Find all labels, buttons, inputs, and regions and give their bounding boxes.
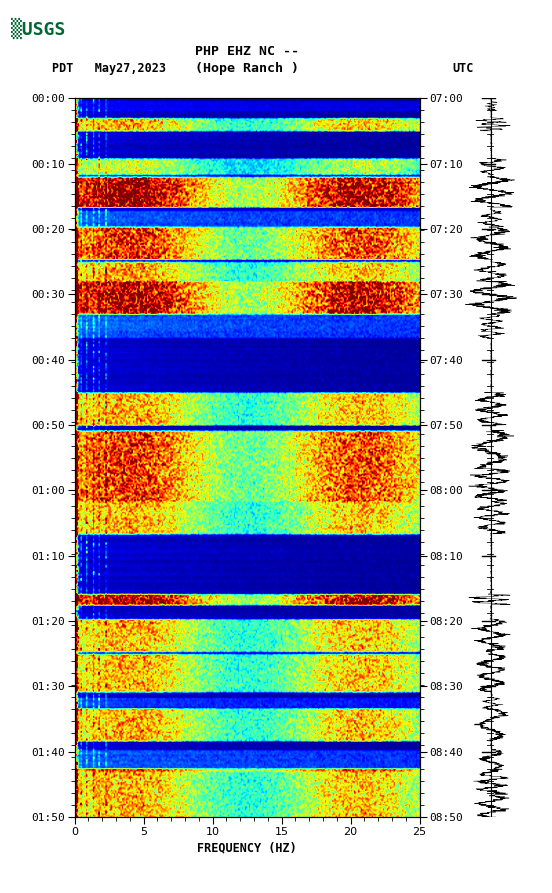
Text: PDT   May27,2023: PDT May27,2023 bbox=[52, 63, 167, 75]
Text: (Hope Ranch ): (Hope Ranch ) bbox=[195, 63, 299, 75]
Text: PHP EHZ NC --: PHP EHZ NC -- bbox=[195, 46, 299, 58]
X-axis label: FREQUENCY (HZ): FREQUENCY (HZ) bbox=[197, 841, 297, 854]
Text: ▒USGS: ▒USGS bbox=[11, 18, 66, 39]
Text: UTC: UTC bbox=[453, 63, 474, 75]
